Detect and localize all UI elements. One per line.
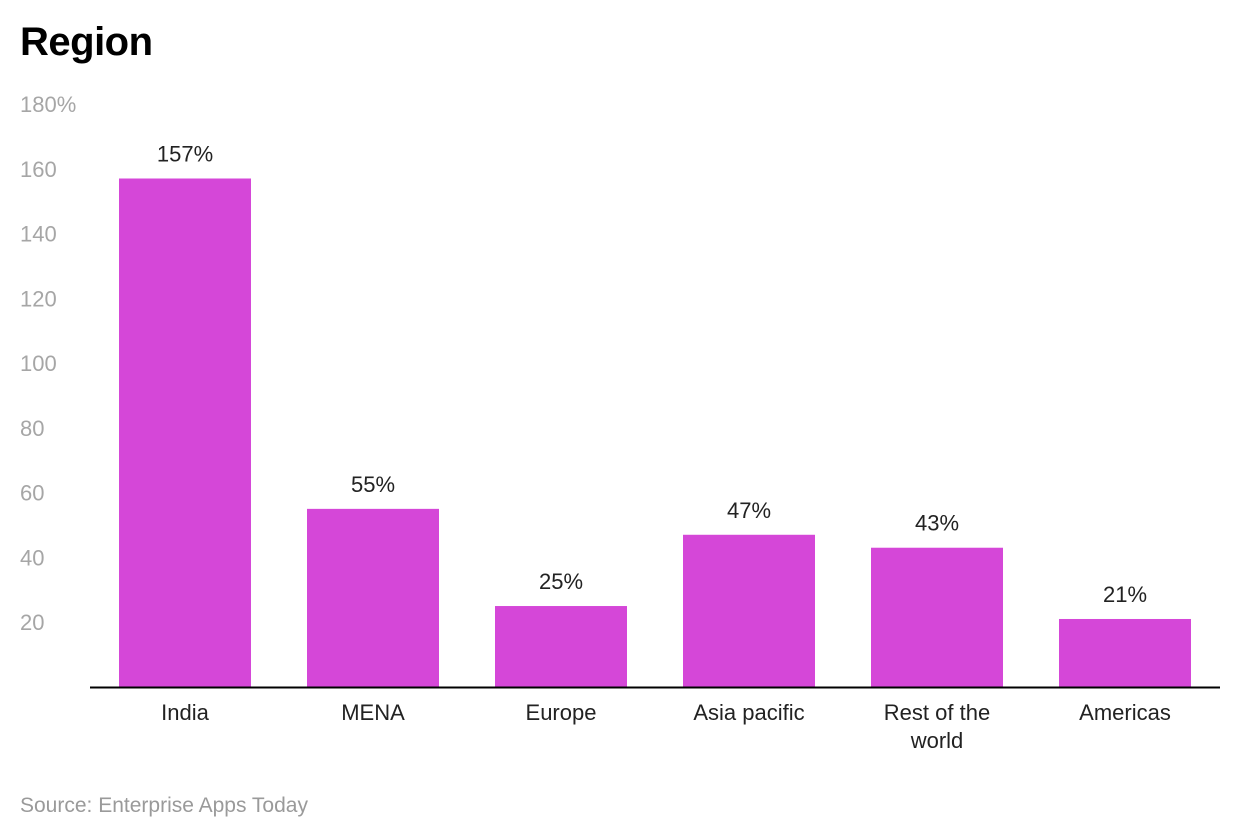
bars xyxy=(119,178,1191,687)
chart-title: Region xyxy=(20,20,153,64)
x-axis-ticks: India MENA Europe Asia pacific Rest of the wo… xyxy=(161,700,1171,753)
x-tick-label: Rest of the world xyxy=(884,700,990,753)
y-tick-label: 180% xyxy=(20,92,76,117)
bar xyxy=(871,547,1003,687)
bar-value-label: 25% xyxy=(539,569,583,594)
y-tick-label: 120 xyxy=(20,286,57,311)
source-note: Source: Enterprise Apps Today xyxy=(20,794,308,817)
y-tick-label: 100 xyxy=(20,351,57,376)
bar-value-label: 55% xyxy=(351,472,395,497)
bar xyxy=(119,178,251,687)
bar xyxy=(495,606,627,687)
bar xyxy=(683,534,815,687)
x-tick-label: India xyxy=(161,700,209,725)
y-tick-label: 20 xyxy=(20,610,44,635)
bar xyxy=(307,508,439,687)
bar-value-label: 21% xyxy=(1103,582,1147,607)
y-tick-label: 140 xyxy=(20,222,57,247)
y-tick-label: 40 xyxy=(20,545,44,570)
bar-value-label: 43% xyxy=(915,511,959,536)
x-tick-label: Europe xyxy=(526,700,597,725)
x-tick-label: MENA xyxy=(341,700,405,725)
bar xyxy=(1059,618,1191,687)
y-tick-label: 80 xyxy=(20,416,44,441)
data-labels: 157% 55% 25% 47% 43% 21% xyxy=(157,141,1147,606)
y-axis-ticks: 20 40 60 80 100 120 140 160 180% xyxy=(20,92,76,635)
y-tick-label: 160 xyxy=(20,157,57,182)
x-tick-label: Americas xyxy=(1079,700,1171,725)
y-tick-label: 60 xyxy=(20,481,44,506)
bar-value-label: 47% xyxy=(727,498,771,523)
x-tick-label: Asia pacific xyxy=(693,700,804,725)
bar-value-label: 157% xyxy=(157,141,213,166)
